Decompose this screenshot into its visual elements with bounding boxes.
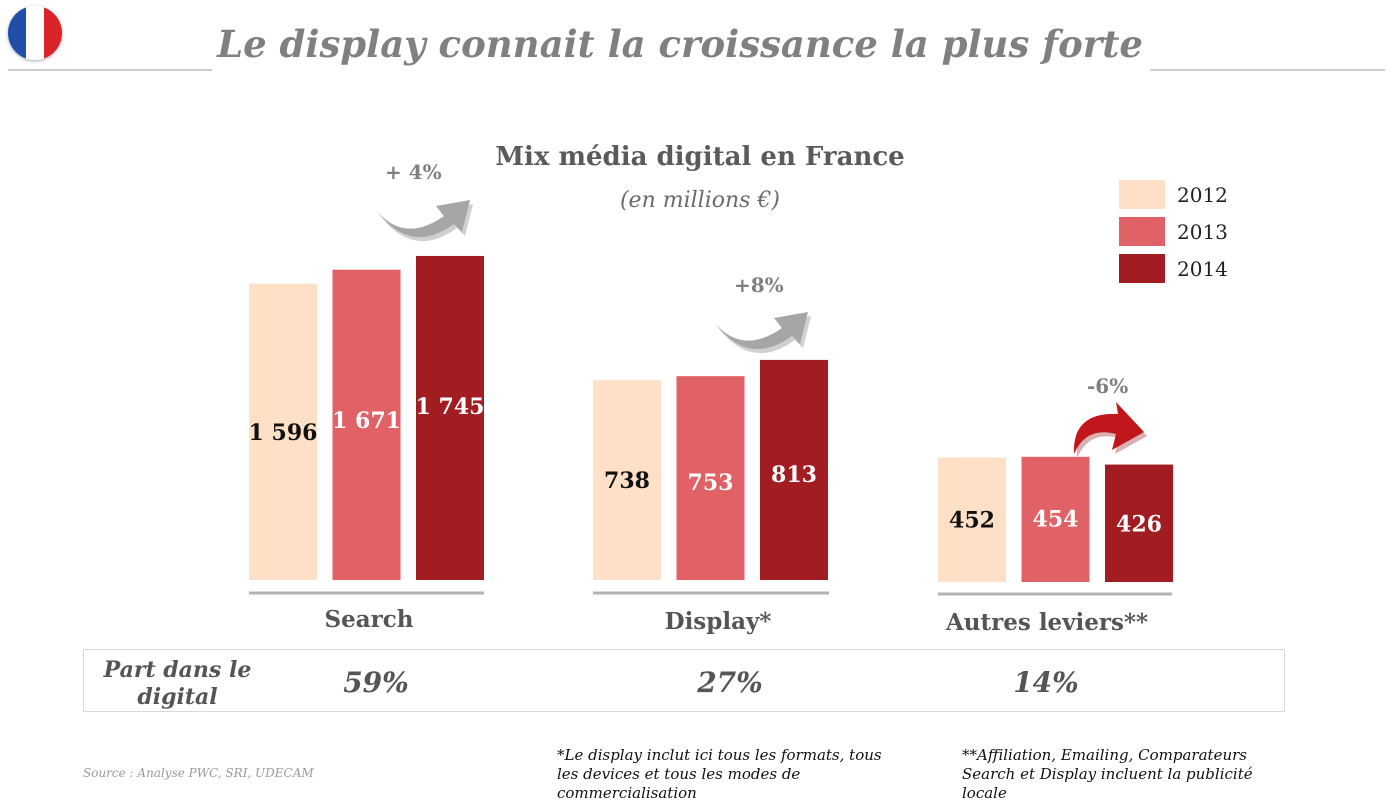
bar-value-label: 426 [1116,511,1162,537]
share-table-label: Part dans le digital [103,657,252,710]
category-label-display: Display* [665,608,772,635]
chart-title: Mix média digital en France [495,142,905,172]
bar-display-2013 [676,376,745,580]
share-value-display: 27% [697,666,763,699]
bar-display-2014 [760,359,828,580]
bar-value-label: 1 671 [332,408,401,434]
bar-value-label: 813 [771,462,817,488]
legend-label-2013: 2013 [1177,220,1228,244]
category-label-autres: Autres leviers** [945,609,1148,636]
bar-search-2013 [332,269,401,580]
category-label-search: Search [325,606,414,633]
bar-value-label: 753 [688,470,734,496]
bar-autres-2014 [1105,464,1173,582]
legend-swatch-2014 [1119,254,1165,283]
growth-label-autres: -6% [1087,374,1129,398]
bar-autres-2013 [1021,456,1090,582]
source-note: Source : Analyse PWC, SRI, UDECAM [83,766,314,780]
bar-value-label: 738 [604,468,650,494]
bar-search-2014 [416,255,484,581]
bar-value-label: 454 [1033,506,1079,532]
bar-autres-2012 [938,457,1006,582]
legend-swatch-2012 [1119,180,1165,209]
footnote-autres: **Affiliation, Emailing, Comparateurs Se… [962,746,1253,802]
growth-arrow-down-icon [1073,402,1147,458]
bar-value-label: 452 [949,508,995,534]
bar-search-2012 [249,283,317,580]
growth-label-display: +8% [734,273,784,297]
france-flag-icon [8,6,62,60]
title-rule-right [1150,69,1385,71]
legend-label-2012: 2012 [1177,183,1228,207]
chart-subtitle: (en millions €) [619,188,781,213]
bar-value-label: 1 745 [416,394,485,420]
legend-swatch-2013 [1119,217,1165,246]
growth-label-search: + 4% [385,160,442,184]
legend-label-2014: 2014 [1177,257,1228,281]
share-value-search: 59% [343,666,409,699]
share-table [83,649,1285,712]
footnote-display: *Le display inclut ici tous les formats,… [557,746,882,802]
bar-value-label: 1 596 [249,420,318,446]
title-rule-left [8,69,212,71]
growth-arrow-up-icon [714,312,811,354]
share-value-autres: 14% [1013,666,1079,699]
bar-display-2012 [593,380,661,580]
page-title: Le display connait la croissance la plus… [217,22,1143,66]
growth-arrow-up-icon [376,200,473,242]
